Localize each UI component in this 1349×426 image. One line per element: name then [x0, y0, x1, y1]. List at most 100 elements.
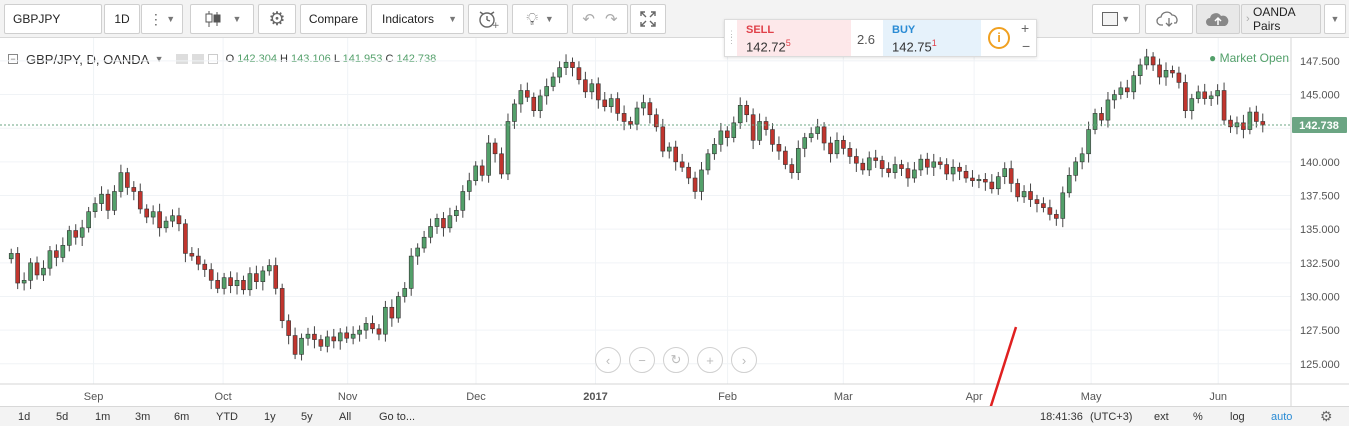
- range-5d[interactable]: 5d: [56, 411, 69, 423]
- chart-style-button[interactable]: ▼: [190, 4, 254, 34]
- save-layout-button[interactable]: [1196, 4, 1240, 34]
- candle: [518, 84, 524, 113]
- candle: [1099, 107, 1104, 127]
- candle-body: [318, 339, 324, 347]
- candle-body: [331, 336, 337, 342]
- symbol-text: GBPJPY: [13, 12, 61, 26]
- range-1y[interactable]: 1y: [264, 411, 276, 423]
- alert-button[interactable]: +: [468, 4, 508, 34]
- candle: [512, 99, 517, 129]
- goto-button[interactable]: Go to...: [379, 411, 416, 423]
- candle-body: [447, 215, 453, 229]
- scroll-right-button[interactable]: ›: [731, 347, 757, 373]
- load-layout-button[interactable]: [1145, 4, 1193, 34]
- candle: [976, 174, 982, 189]
- qty-plus-button[interactable]: +: [1021, 20, 1030, 36]
- auto-toggle[interactable]: auto: [1271, 411, 1293, 423]
- candle-body: [337, 332, 343, 342]
- range-5y[interactable]: 5y: [301, 411, 313, 423]
- candle-body: [963, 170, 969, 179]
- candle-body: [860, 162, 866, 171]
- candle-body: [99, 193, 104, 204]
- candle-body: [641, 102, 646, 109]
- range-ytd[interactable]: YTD: [216, 411, 238, 423]
- chart-grid: [0, 38, 1291, 384]
- candle-body: [918, 158, 924, 171]
- legend-title[interactable]: GBP/JPY, D, OANDA: [26, 51, 150, 67]
- oanda-pairs-button[interactable]: › OANDA Pairs: [1241, 4, 1321, 34]
- zoom-out-button[interactable]: −: [629, 347, 655, 373]
- layout-button[interactable]: ▼: [1092, 4, 1140, 34]
- candle: [821, 122, 827, 151]
- fullscreen-button[interactable]: [630, 4, 666, 34]
- open-value: 142.304: [237, 53, 277, 65]
- log-toggle[interactable]: log: [1230, 411, 1245, 423]
- candle-body: [492, 142, 498, 155]
- candle: [1247, 107, 1253, 135]
- candle: [183, 219, 188, 263]
- qty-minus-button[interactable]: −: [1022, 38, 1031, 54]
- pairs-dropdown-button[interactable]: ▼: [1324, 4, 1346, 34]
- candle: [873, 149, 878, 168]
- candle-body: [602, 99, 608, 107]
- candle-body: [815, 126, 820, 134]
- price-tick-label: 125.000: [1300, 359, 1340, 371]
- candle: [92, 197, 98, 218]
- eye-icon[interactable]: [175, 54, 188, 64]
- sell-button[interactable]: SELL 142.725: [737, 20, 851, 56]
- buy-button[interactable]: BUY 142.751: [883, 20, 981, 56]
- candle: [570, 57, 575, 77]
- settings-button[interactable]: ⚙: [258, 4, 296, 34]
- symbol-input[interactable]: GBPJPY: [4, 4, 102, 34]
- scroll-left-button[interactable]: ‹: [595, 347, 621, 373]
- candle-body: [647, 102, 653, 116]
- chevron-right-icon: ›: [741, 352, 747, 368]
- percent-toggle[interactable]: %: [1193, 411, 1203, 423]
- ideas-button[interactable]: 💡︎ ▼: [512, 4, 568, 34]
- info-icon[interactable]: i: [988, 27, 1010, 49]
- chevron-down-icon[interactable]: ▼: [154, 54, 164, 64]
- range-1m[interactable]: 1m: [95, 411, 111, 423]
- candle: [492, 138, 498, 163]
- candle-body: [1131, 75, 1137, 93]
- candle: [679, 153, 685, 172]
- candle-body: [828, 142, 833, 155]
- buy-label: BUY: [892, 24, 916, 36]
- range-all[interactable]: All: [339, 411, 352, 423]
- zoom-in-button[interactable]: +: [697, 347, 723, 373]
- range-3m[interactable]: 3m: [135, 411, 151, 423]
- candle-body: [389, 306, 395, 319]
- reset-chart-button[interactable]: ↻: [663, 347, 689, 373]
- candle: [1118, 81, 1124, 100]
- price-chart[interactable]: 147.500145.000142.500140.000137.500135.0…: [0, 38, 1349, 406]
- candle-body: [583, 79, 588, 93]
- interval-button[interactable]: 1D: [104, 4, 140, 34]
- candle-body: [1221, 90, 1227, 121]
- candle: [254, 265, 259, 290]
- svg-text:+: +: [492, 21, 499, 29]
- close-small-icon[interactable]: [207, 54, 218, 64]
- candle: [1124, 79, 1130, 98]
- range-6m[interactable]: 6m: [174, 411, 190, 423]
- candle-body: [1015, 183, 1020, 198]
- settings-small-icon[interactable]: [191, 54, 204, 64]
- timezone[interactable]: (UTC+3): [1090, 411, 1133, 423]
- candle-body: [1041, 203, 1046, 208]
- drag-handle-icon[interactable]: ⋮ ⋮: [727, 29, 736, 45]
- high-value: 143.106: [291, 53, 331, 65]
- interval-more-button[interactable]: ⋮ ▼: [141, 4, 183, 34]
- collapse-icon[interactable]: −: [8, 54, 18, 64]
- compare-button[interactable]: Compare: [300, 4, 367, 34]
- candle: [654, 108, 659, 132]
- candle-body: [137, 191, 143, 210]
- sell-price-pip: 5: [785, 38, 791, 48]
- range-1d[interactable]: 1d: [18, 411, 31, 423]
- ext-toggle[interactable]: ext: [1154, 411, 1169, 423]
- indicators-button[interactable]: Indicators ▼: [371, 4, 464, 34]
- gear-icon[interactable]: ⚙: [1320, 408, 1333, 424]
- undo-icon[interactable]: ↶: [582, 10, 595, 28]
- candle-body: [344, 332, 349, 339]
- candle: [1041, 197, 1046, 213]
- candle-body: [499, 153, 504, 175]
- redo-icon[interactable]: ↷: [605, 10, 618, 28]
